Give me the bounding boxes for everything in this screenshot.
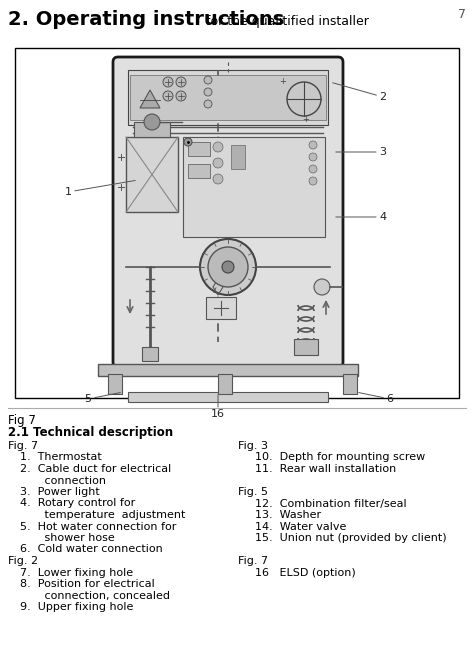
Text: Fig. 7: Fig. 7 xyxy=(238,556,268,566)
Circle shape xyxy=(309,177,317,185)
Bar xyxy=(15,48,459,398)
Text: 16: 16 xyxy=(211,409,225,419)
Text: Fig. 3: Fig. 3 xyxy=(238,441,268,451)
Bar xyxy=(108,374,122,394)
Text: 2.1 Technical description: 2.1 Technical description xyxy=(8,426,173,439)
Polygon shape xyxy=(140,90,160,108)
Text: Fig. 2: Fig. 2 xyxy=(8,556,38,566)
Text: 7: 7 xyxy=(458,8,466,21)
Text: connection: connection xyxy=(20,476,106,485)
Circle shape xyxy=(184,138,192,146)
Circle shape xyxy=(200,239,256,295)
Bar xyxy=(218,374,232,394)
Text: 1.  Thermostat: 1. Thermostat xyxy=(20,453,102,462)
Bar xyxy=(128,70,328,125)
Circle shape xyxy=(213,142,223,152)
Bar xyxy=(130,75,326,120)
Text: temperature  adjustment: temperature adjustment xyxy=(20,510,185,520)
Text: 4: 4 xyxy=(380,212,387,222)
Text: 8.  Position for electrical: 8. Position for electrical xyxy=(20,579,155,589)
Text: 9.  Upper fixing hole: 9. Upper fixing hole xyxy=(20,602,133,612)
Text: 5: 5 xyxy=(84,394,91,404)
Text: +: + xyxy=(280,77,286,86)
Text: shower hose: shower hose xyxy=(20,533,115,543)
Bar xyxy=(231,145,245,169)
Bar xyxy=(206,297,236,319)
Bar xyxy=(343,374,357,394)
Text: Fig. 5: Fig. 5 xyxy=(238,487,268,497)
Circle shape xyxy=(213,174,223,184)
Circle shape xyxy=(204,88,212,96)
Circle shape xyxy=(309,141,317,149)
Text: 5.  Hot water connection for: 5. Hot water connection for xyxy=(20,521,176,531)
Circle shape xyxy=(144,114,160,130)
Text: 2. Operating instructions: 2. Operating instructions xyxy=(8,10,284,29)
Circle shape xyxy=(176,77,186,87)
Text: Unit structure: Unit structure xyxy=(194,58,280,71)
Text: 15.  Union nut (provided by client): 15. Union nut (provided by client) xyxy=(255,533,447,543)
Bar xyxy=(128,392,328,402)
Text: +: + xyxy=(302,115,310,124)
Circle shape xyxy=(208,247,248,287)
Circle shape xyxy=(163,77,173,87)
Text: 4.  Rotary control for: 4. Rotary control for xyxy=(20,498,135,508)
Text: 12.  Combination filter/seal: 12. Combination filter/seal xyxy=(255,498,407,508)
Bar xyxy=(294,339,318,355)
Text: 14.  Water valve: 14. Water valve xyxy=(255,521,346,531)
Text: 2: 2 xyxy=(380,92,387,102)
Circle shape xyxy=(309,153,317,161)
Text: for the qualitified installer: for the qualitified installer xyxy=(202,15,369,28)
Circle shape xyxy=(287,82,321,116)
Bar xyxy=(142,347,158,361)
Circle shape xyxy=(204,76,212,84)
Text: Fig. 7: Fig. 7 xyxy=(8,441,38,451)
Bar xyxy=(183,137,325,237)
Bar xyxy=(188,164,210,178)
Text: 3.  Power light: 3. Power light xyxy=(20,487,100,497)
Text: 6.  Cold water connection: 6. Cold water connection xyxy=(20,544,163,555)
Text: 7.  Lower fixing hole: 7. Lower fixing hole xyxy=(20,567,133,578)
Text: Fig 7: Fig 7 xyxy=(8,414,36,427)
Circle shape xyxy=(176,91,186,101)
Circle shape xyxy=(314,279,330,295)
Text: 13.  Washer: 13. Washer xyxy=(255,510,321,520)
Text: 1: 1 xyxy=(64,187,72,197)
Bar xyxy=(134,122,170,137)
Circle shape xyxy=(204,100,212,108)
Text: 3: 3 xyxy=(380,147,386,157)
Text: 10.  Depth for mounting screw: 10. Depth for mounting screw xyxy=(255,453,425,462)
Circle shape xyxy=(222,261,234,273)
Text: 11.  Rear wall installation: 11. Rear wall installation xyxy=(255,464,396,474)
Bar xyxy=(126,137,178,212)
Text: 6: 6 xyxy=(386,394,393,404)
Text: 16   ELSD (option): 16 ELSD (option) xyxy=(255,567,356,578)
Circle shape xyxy=(163,91,173,101)
Bar xyxy=(98,364,358,376)
Circle shape xyxy=(309,165,317,173)
FancyBboxPatch shape xyxy=(113,57,343,367)
Circle shape xyxy=(213,158,223,168)
Text: 2.  Cable duct for electrical: 2. Cable duct for electrical xyxy=(20,464,171,474)
Bar xyxy=(188,142,210,156)
Text: connection, concealed: connection, concealed xyxy=(20,591,170,601)
